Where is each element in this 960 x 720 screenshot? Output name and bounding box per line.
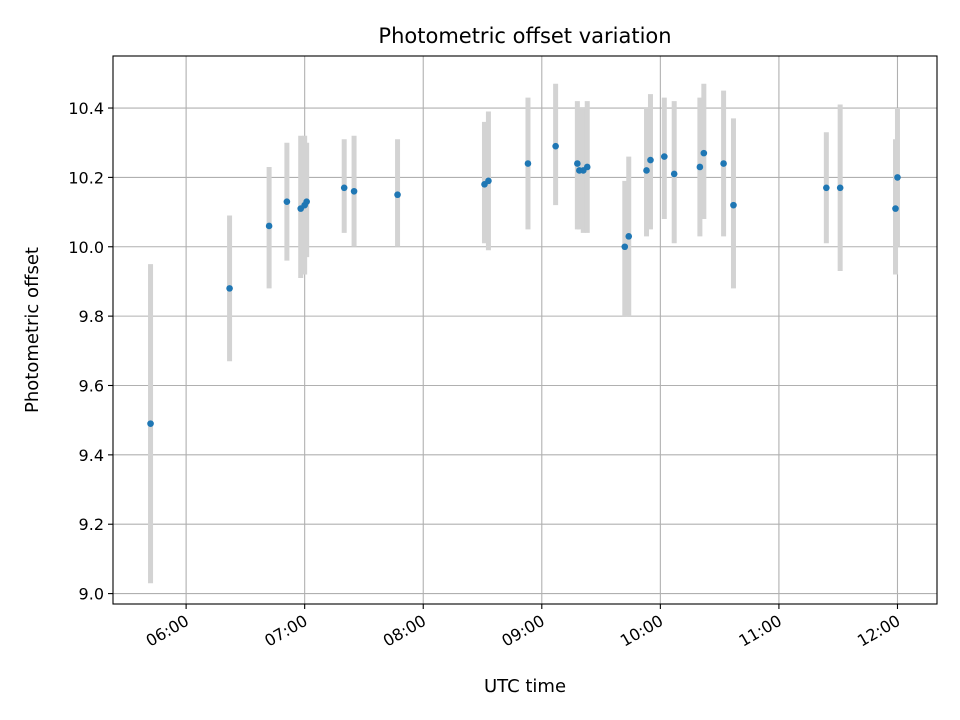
data-point xyxy=(892,205,899,212)
data-point xyxy=(265,222,273,230)
data-point xyxy=(625,233,633,240)
y-tick-label: 10.0 xyxy=(68,238,104,257)
data-point xyxy=(524,160,532,167)
x-axis-title: UTC time xyxy=(484,676,566,697)
grid xyxy=(113,56,937,604)
data-point xyxy=(647,156,654,164)
data-point xyxy=(730,201,737,209)
data-point xyxy=(621,243,629,251)
data-point xyxy=(823,184,830,192)
y-tick-label: 9.4 xyxy=(79,446,104,465)
y-axis: 9.0 9.2 9.4 9.6 9.8 10.0 10.2 10.4 xyxy=(68,99,113,604)
data-points xyxy=(147,142,901,427)
data-point xyxy=(670,170,678,178)
y-tick-label: 9.2 xyxy=(79,515,104,534)
y-tick-label: 9.0 xyxy=(79,585,104,604)
data-point xyxy=(894,174,901,181)
chart-title: Photometric offset variation xyxy=(378,24,671,48)
data-point xyxy=(340,184,348,192)
data-point xyxy=(226,285,233,292)
data-point xyxy=(394,191,401,199)
data-point xyxy=(485,177,492,185)
data-point xyxy=(696,163,704,171)
data-point xyxy=(350,187,358,195)
data-point xyxy=(552,142,559,150)
plot-frame xyxy=(112,55,938,605)
data-point xyxy=(303,198,310,205)
data-point xyxy=(583,163,591,171)
y-axis-title: Photometric offset xyxy=(22,247,43,413)
data-point xyxy=(574,160,581,167)
data-point xyxy=(283,198,291,205)
data-point xyxy=(661,153,668,160)
data-point xyxy=(643,167,650,174)
data-point xyxy=(147,420,154,427)
data-point xyxy=(720,160,727,167)
y-tick-label: 9.6 xyxy=(79,376,104,395)
y-tick-label: 10.2 xyxy=(68,168,104,187)
data-point xyxy=(836,184,844,192)
y-tick-label: 9.8 xyxy=(79,307,104,326)
y-tick-label: 10.4 xyxy=(68,99,104,118)
data-point xyxy=(700,149,708,157)
